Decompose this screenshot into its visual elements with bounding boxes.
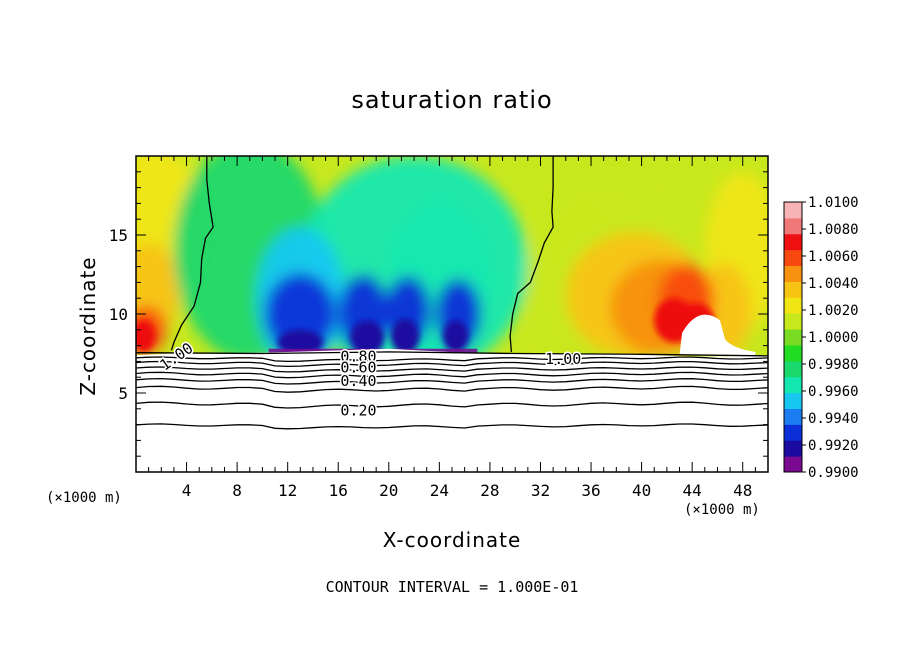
- x-tick-label-20: 20: [379, 481, 398, 500]
- deep-blue-core-3: [391, 318, 420, 354]
- colorbar-swatch-7: [784, 360, 802, 378]
- saturation-field: [136, 156, 768, 472]
- contour-0-70: [135, 366, 769, 373]
- contour-0-60: [135, 371, 769, 379]
- colorbar-label-7: 0.9980: [808, 357, 859, 373]
- colorbar-swatch-2: [784, 440, 802, 457]
- colorbar-swatch-4: [784, 408, 802, 425]
- contour-1-00-left: [170, 156, 214, 351]
- colorbar-label-4: 1.0040: [808, 276, 859, 292]
- contour-label-text-2: 1.00: [545, 350, 581, 368]
- colorbar-label-1: 1.0100: [808, 195, 859, 211]
- x-axis-label: X-coordinate: [382, 528, 522, 552]
- x-tick-label-12: 12: [278, 481, 297, 500]
- contour-0-90: [135, 356, 769, 363]
- contour-label-5: 0.40: [339, 371, 378, 392]
- deep-blue-core-1: [277, 329, 324, 356]
- contour-label-4: 0.60: [339, 357, 378, 378]
- colorbar-label-3: 1.0060: [808, 249, 859, 265]
- colorbar: 1.0100 1.0080 1.0060 1.0040 1.0020 1.0000 0.99…: [783, 195, 859, 481]
- colorbar-swatch-13: [784, 265, 802, 282]
- colorbar-swatch-1: [784, 456, 802, 473]
- contour-interval-note: CONTOUR INTERVAL = 1.000E-01: [325, 578, 579, 596]
- colorbar-swatch-10: [784, 313, 802, 330]
- x-tick-label-8: 8: [232, 481, 242, 500]
- contour-label-text-5: 0.40: [340, 372, 376, 390]
- x-unit-label-right: (×1000 m): [684, 502, 760, 518]
- colorbar-label-10: 0.9920: [808, 438, 859, 454]
- colorbar-swatch-17: [784, 202, 802, 219]
- x-tick-label-32: 32: [531, 481, 550, 500]
- white-gap-right: [679, 314, 756, 357]
- x-tick-label-48: 48: [733, 481, 752, 500]
- x-tick-label-40: 40: [632, 481, 651, 500]
- contour-0-20: [135, 401, 769, 409]
- contour-1-00-base: [135, 351, 769, 357]
- colorbar-label-11: 0.9900: [808, 465, 859, 481]
- x-tick-label-28: 28: [480, 481, 499, 500]
- deep-blue-core-2: [350, 320, 384, 356]
- colorbar-swatch-9: [784, 329, 802, 346]
- contour-label-text-4: 0.60: [340, 359, 376, 377]
- red-core-3: [136, 320, 155, 352]
- chart-title: saturation ratio: [351, 86, 553, 114]
- colorbar-swatch-14: [784, 249, 802, 267]
- contour-1-00-right: [509, 156, 554, 352]
- contour-0-50: [135, 377, 769, 385]
- colorbar-label-5: 1.0020: [808, 303, 859, 319]
- x-tick-label-36: 36: [581, 481, 600, 500]
- contour-lines: [135, 156, 769, 430]
- contour-0-10: [135, 423, 769, 430]
- colorbar-swatch-12: [784, 281, 802, 298]
- x-unit-label-left: (×1000 m): [46, 490, 122, 506]
- colorbar-label-2: 1.0080: [808, 222, 859, 238]
- colorbar-swatch-16: [784, 217, 802, 235]
- colorbar-label-9: 0.9940: [808, 411, 859, 427]
- contour-label-text-6: 0.20: [340, 401, 376, 419]
- x-tick-label-16: 16: [329, 481, 348, 500]
- colorbar-label-6: 1.0000: [808, 330, 859, 346]
- colorbar-swatch-15: [784, 233, 802, 251]
- y-tick-label-10: 10: [109, 305, 128, 324]
- y-tick-label-15: 15: [109, 226, 128, 245]
- colorbar-swatch-3: [784, 424, 802, 441]
- contour-label-6: 0.20: [339, 400, 378, 421]
- contour-label-3: 0.80: [339, 346, 378, 367]
- contour-0-80: [135, 360, 769, 368]
- colorbar-swatch-11: [784, 297, 802, 314]
- colorbar-swatch-5: [784, 392, 802, 409]
- x-tick-label-4: 4: [182, 481, 192, 500]
- x-tick-label-24: 24: [430, 481, 449, 500]
- colorbar-swatch-8: [784, 344, 802, 362]
- contour-label-text-3: 0.80: [340, 348, 376, 366]
- contour-0-40: [135, 385, 769, 393]
- colorbar-label-8: 0.9960: [808, 384, 859, 400]
- colorbar-swatch-6: [784, 376, 802, 394]
- deep-blue-core-4: [443, 320, 469, 352]
- y-tick-label-5: 5: [118, 384, 128, 403]
- x-tick-label-44: 44: [683, 481, 702, 500]
- contour-label-2: 1.00: [544, 349, 583, 370]
